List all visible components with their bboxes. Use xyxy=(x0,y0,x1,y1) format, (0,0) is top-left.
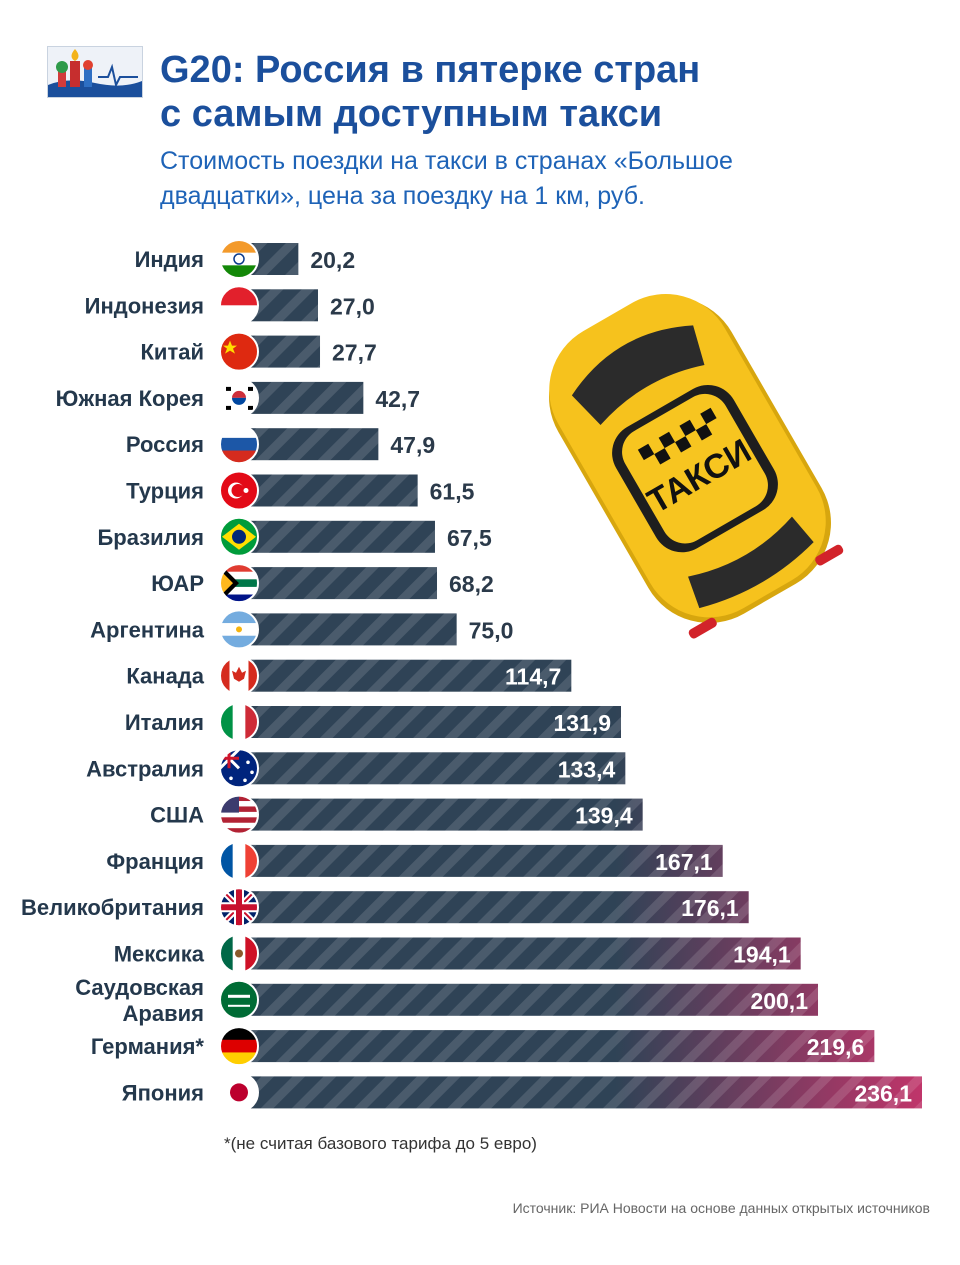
footnote: *(не считая базового тарифа до 5 евро) xyxy=(224,1134,537,1153)
bar-stripes xyxy=(240,706,622,738)
value-label: 194,1 xyxy=(733,942,791,968)
brazil-flag xyxy=(219,516,259,557)
bar-stripes xyxy=(240,428,379,461)
category-label: Аргентина xyxy=(90,617,205,642)
bar-stripes xyxy=(240,1076,922,1109)
source-note: Источник: РИА Новости на основе данных о… xyxy=(512,1200,930,1216)
bar-stripes xyxy=(240,983,819,1016)
value-label: 67,5 xyxy=(447,525,492,551)
germany-flag xyxy=(219,1026,259,1067)
south-africa-flag xyxy=(219,563,259,604)
bar-stripes xyxy=(240,752,626,785)
turkey-flag xyxy=(219,470,259,511)
value-label: 47,9 xyxy=(390,432,435,458)
canada-flag xyxy=(219,655,259,696)
category-label: Индия xyxy=(135,247,204,272)
bar-stripes xyxy=(240,844,723,877)
bar-stripes xyxy=(240,798,643,831)
usa-flag xyxy=(219,794,259,835)
category-label: ЮАР xyxy=(151,571,204,596)
category-label: Австралия xyxy=(86,756,204,781)
category-label: Мексика xyxy=(114,942,205,967)
category-label: Япония xyxy=(122,1080,204,1105)
category-label: Великобритания xyxy=(21,895,204,920)
bar-chart: Индия 20,2 Индонезия 27,0 Китай 27,7 Южная Кор… xyxy=(21,239,922,1113)
value-label: 20,2 xyxy=(310,247,355,273)
indonesia-flag xyxy=(219,285,259,326)
category-label: Россия xyxy=(126,432,204,457)
category-label: США xyxy=(150,803,204,828)
category-label: Саудовская Аравия xyxy=(75,975,204,1026)
value-label: 167,1 xyxy=(655,849,713,875)
value-label: 27,0 xyxy=(330,293,375,319)
logo xyxy=(47,46,143,98)
china-flag xyxy=(219,331,259,372)
bars-layer: Индия 20,2 Индонезия 27,0 Китай 27,7 Южная Кор… xyxy=(21,239,922,1113)
india-flag xyxy=(219,239,259,279)
taxi-illustration: ТАКСИ xyxy=(549,293,844,639)
category-label: Южная Корея xyxy=(56,386,204,411)
page-title: G20: Россия в пятерке стран с самым дост… xyxy=(160,49,701,135)
value-label: 114,7 xyxy=(505,664,561,690)
value-label: 219,6 xyxy=(807,1034,865,1060)
argentina-flag xyxy=(219,609,259,650)
category-label: Индонезия xyxy=(85,293,204,318)
value-label: 200,1 xyxy=(750,988,808,1014)
bar-stripes xyxy=(240,474,418,507)
australia-flag xyxy=(219,748,259,789)
saudi-arabia-flag xyxy=(219,979,259,1020)
bar-stripes xyxy=(240,659,572,692)
value-label: 75,0 xyxy=(469,617,514,643)
bar-stripes xyxy=(240,937,801,970)
page-subtitle: Стоимость поездки на такси в странах «Бо… xyxy=(160,147,733,210)
value-label: 68,2 xyxy=(449,571,494,597)
south-korea-flag xyxy=(219,377,259,418)
category-label: Канада xyxy=(126,664,204,689)
italy-flag xyxy=(219,702,259,742)
value-label: 236,1 xyxy=(854,1080,912,1106)
bar-stripes xyxy=(240,567,438,600)
category-label: Италия xyxy=(125,710,204,735)
category-label: Франция xyxy=(106,849,204,874)
category-label: Турция xyxy=(126,479,204,504)
value-label: 61,5 xyxy=(430,479,475,505)
category-label: Германия* xyxy=(91,1034,205,1059)
value-label: 133,4 xyxy=(558,756,616,782)
bar-stripes xyxy=(240,520,435,553)
bar-stripes xyxy=(240,1030,875,1063)
value-label: 131,9 xyxy=(553,710,611,736)
france-flag xyxy=(219,840,259,881)
uk-flag xyxy=(219,887,259,928)
category-label: Бразилия xyxy=(97,525,204,550)
value-label: 27,7 xyxy=(332,340,377,366)
value-label: 139,4 xyxy=(575,803,633,829)
bar-stripes xyxy=(240,891,749,924)
bar-stripes xyxy=(240,381,364,414)
japan-flag xyxy=(219,1072,259,1113)
value-label: 176,1 xyxy=(681,895,739,921)
russia-flag xyxy=(219,424,259,465)
value-label: 42,7 xyxy=(375,386,420,412)
category-label: Китай xyxy=(141,340,205,365)
bar-stripes xyxy=(240,613,457,646)
mexico-flag xyxy=(219,933,259,974)
